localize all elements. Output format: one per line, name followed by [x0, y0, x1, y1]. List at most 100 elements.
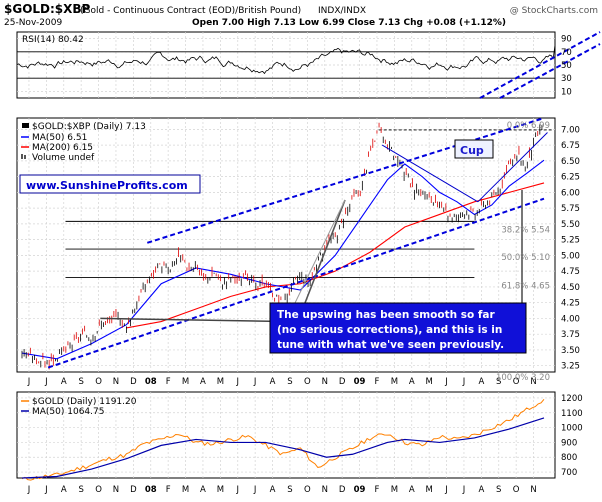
fib-label: 38.2% 5.54 — [501, 225, 550, 235]
ratio-x-label: N — [530, 377, 536, 387]
ratio-x-label: S — [287, 377, 292, 387]
ratio-y-tick: 6.25 — [561, 173, 580, 183]
label-layer: J J A S O N D 08 F M A M J J A S O N D 09 F M A M J J A S O NJ J A S O N D 0… — [27, 35, 583, 495]
ratio-x-label: D — [130, 377, 137, 387]
ratio-x-label: F — [166, 377, 171, 387]
ratio-x-label: J — [444, 377, 448, 387]
gold-y-tick: 1100 — [561, 409, 583, 419]
gold-x-label: M — [425, 485, 432, 495]
ratio-y-tick: 5.50 — [561, 220, 580, 230]
gold-y-tick: 1200 — [561, 394, 583, 404]
gold-x-label: A — [270, 485, 276, 495]
gold-x-label: J — [27, 485, 31, 495]
ratio-x-label: D — [339, 377, 346, 387]
ratio-x-label: N — [113, 377, 119, 387]
ratio-x-label: A — [478, 377, 484, 387]
gold-x-label: M — [391, 485, 398, 495]
rsi-line — [16, 44, 556, 75]
cup-label-box: Cup — [454, 139, 494, 159]
ratio-legend-price: $GOLD:$XBP (Daily) 7.13 — [32, 122, 146, 132]
gold-y-tick: 800 — [561, 453, 577, 463]
plot-layer — [16, 31, 601, 481]
gold-x-label: J — [462, 485, 466, 495]
ratio-x-label: J — [27, 377, 31, 387]
gold-x-label: A — [409, 485, 415, 495]
rsi-y-tick: 30 — [561, 74, 572, 84]
site-label-box: www.SunshineProfits.com — [19, 174, 201, 194]
ratio-x-label: 08 — [145, 377, 157, 387]
gold-x-label: J — [44, 485, 48, 495]
ratio-x-label: J — [462, 377, 466, 387]
gold-legend-ma: MA(50) 1064.75 — [32, 407, 104, 417]
channel-lower-line — [47, 197, 545, 369]
gold-x-label: J — [236, 485, 240, 495]
chart-exchange: INDX/INDX — [318, 6, 366, 16]
ratio-x-label: A — [200, 377, 206, 387]
fib-label: 100.0% 3.20 — [496, 373, 550, 383]
ratio-y-tick: 5.75 — [561, 204, 580, 214]
ratio-y-tick: 5.00 — [561, 251, 580, 261]
fib-label: 0.0% 6.99 — [507, 121, 550, 131]
rsi-y-tick: 50 — [561, 61, 572, 71]
gold-x-label: A — [200, 485, 206, 495]
site-label: www.SunshineProfits.com — [26, 179, 188, 192]
ratio-y-tick: 3.75 — [561, 330, 580, 340]
ratio-y-tick: 3.25 — [561, 362, 580, 372]
gold-x-label: D — [339, 485, 346, 495]
gold-x-label: F — [375, 485, 380, 495]
gold-x-label: S — [78, 485, 83, 495]
ratio-x-label: A — [409, 377, 415, 387]
ratio-legend-volume-swatch — [21, 154, 23, 159]
gold-x-label: N — [322, 485, 328, 495]
rsi-legend: RSI(14) 80.42 — [22, 35, 84, 45]
chart-symbol: $GOLD:$XBP — [4, 2, 91, 16]
gold-x-label: O — [304, 485, 311, 495]
rsi-channel-line-2 — [499, 43, 601, 99]
ratio-legend-swatch — [22, 123, 29, 128]
comment-line-1: The upswing has been smooth so far — [277, 309, 495, 321]
gold-x-label: O — [95, 485, 102, 495]
ratio-x-label: S — [496, 377, 501, 387]
cup-right-line — [477, 132, 548, 203]
ratio-x-label: A — [270, 377, 276, 387]
gold-x-label: J — [253, 485, 257, 495]
rsi-channel-line-1 — [479, 31, 601, 99]
gold-x-label: A — [61, 485, 67, 495]
ratio-y-tick: 6.00 — [561, 188, 580, 198]
ratio-legend-ma200: MA(200) 6.15 — [32, 143, 93, 153]
gold-y-tick: 900 — [561, 438, 577, 448]
gold-x-label: S — [496, 485, 501, 495]
ratio-x-label: O — [304, 377, 311, 387]
ratio-y-tick: 5.25 — [561, 236, 580, 246]
channel-upper-line — [146, 117, 545, 244]
cup-left-line — [381, 144, 479, 203]
gold-x-label: M — [217, 485, 224, 495]
ratio-x-label: M — [425, 377, 432, 387]
ratio-x-label: M — [217, 377, 224, 387]
ratio-x-label: 09 — [354, 377, 366, 387]
ratio-y-tick: 4.50 — [561, 283, 580, 293]
comment-box-frame — [269, 302, 527, 354]
ratio-legend-volume-swatch-2 — [24, 155, 26, 159]
gold-y-tick: 1000 — [561, 424, 583, 434]
gold-price-line — [21, 398, 545, 481]
ratio-x-label: S — [78, 377, 83, 387]
cup-label-frame — [454, 139, 494, 159]
rsi-y-tick: 10 — [561, 87, 572, 97]
ratio-x-label: J — [44, 377, 48, 387]
chart-description: (Gold - Continuous Contract (EOD)/Britis… — [80, 6, 301, 16]
gold-legend-price: $GOLD (Daily) 1191.20 — [32, 397, 137, 407]
chart-date: 25-Nov-2009 — [4, 18, 62, 28]
ratio-legend: $GOLD:$XBP (Daily) 7.13 MA(50) 6.51 MA(2… — [21, 122, 146, 163]
ratio-x-label: F — [375, 377, 380, 387]
ratio-y-tick: 6.75 — [561, 141, 580, 151]
ratio-x-label: M — [182, 377, 189, 387]
cup-label: Cup — [460, 144, 484, 157]
ratio-x-label: J — [253, 377, 257, 387]
ratio-x-label: J — [236, 377, 240, 387]
ma50-line — [21, 159, 545, 360]
ratio-y-tick: 4.75 — [561, 267, 580, 277]
comment-pointer-2 — [294, 199, 346, 304]
fib-label: 61.8% 4.65 — [501, 281, 550, 291]
